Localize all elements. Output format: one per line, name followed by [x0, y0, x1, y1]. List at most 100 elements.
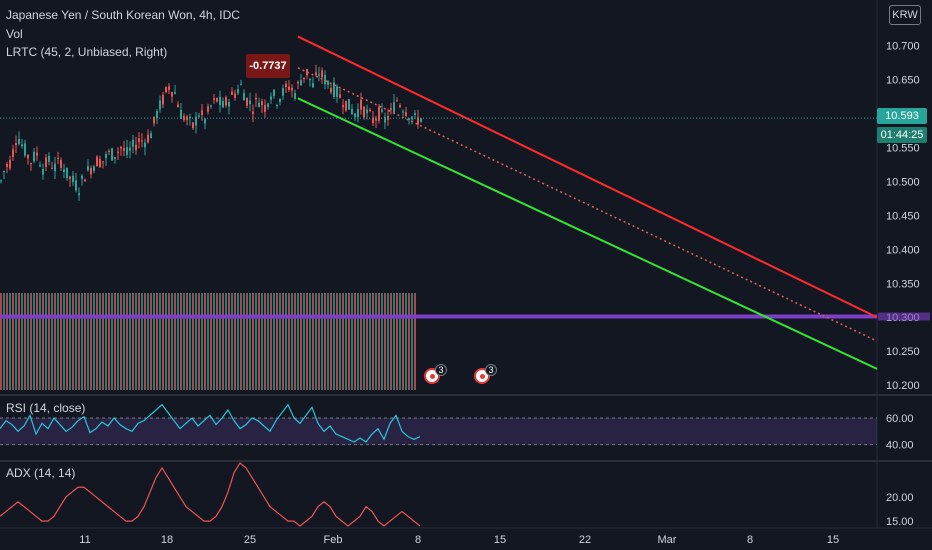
candle-body	[180, 109, 182, 119]
volume-bar	[18, 293, 20, 390]
symbol-legend[interactable]: Japanese Yen / South Korean Won, 4h, IDC	[6, 8, 240, 22]
y-tick-label: 10.250	[886, 346, 920, 358]
volume-bar	[222, 293, 224, 390]
volume-bar	[78, 293, 80, 390]
candle-body	[405, 112, 407, 116]
volume-bar	[165, 293, 167, 390]
volume-bar	[57, 293, 59, 390]
x-tick-label: 25	[244, 534, 256, 546]
volume-bar	[351, 293, 353, 390]
candle-body	[300, 80, 302, 86]
candle-body	[0, 180, 2, 182]
candle-body	[402, 111, 404, 113]
volume-bar	[174, 293, 176, 390]
candle-body	[66, 167, 68, 179]
volume-bar	[108, 293, 110, 390]
rsi-legend[interactable]: RSI (14, close)	[6, 401, 86, 415]
candle-body	[360, 99, 362, 110]
volume-bar	[21, 293, 23, 390]
candle-body	[141, 140, 143, 142]
candle-body	[381, 109, 383, 112]
candle-body	[156, 110, 158, 119]
candle-body	[327, 80, 329, 86]
volume-bar	[45, 293, 47, 390]
candle-body	[45, 157, 47, 167]
candle-body	[192, 122, 194, 129]
volume-bar	[342, 293, 344, 390]
currency-button[interactable]: KRW	[889, 5, 921, 25]
candle-body	[54, 163, 56, 172]
candle-body	[96, 156, 98, 167]
candle-body	[120, 146, 122, 149]
candle-body	[282, 88, 284, 96]
volume-bar	[219, 293, 221, 390]
volume-bar	[129, 293, 131, 390]
candle-body	[219, 96, 221, 105]
candle-body	[93, 166, 95, 171]
volume-bar	[354, 293, 356, 390]
volume-bar	[390, 293, 392, 390]
volume-bar	[270, 293, 272, 390]
candle-body	[255, 97, 257, 100]
candle-body	[147, 134, 149, 143]
volume-bar	[183, 293, 185, 390]
lrtc-legend[interactable]: LRTC (45, 2, Unbiased, Right)	[6, 45, 168, 59]
event-marker-icon[interactable]	[474, 368, 490, 384]
candle-body	[210, 105, 212, 107]
candle-body	[321, 70, 323, 78]
candle-body	[111, 148, 113, 161]
candle-body	[240, 83, 242, 85]
candle-body	[27, 155, 29, 159]
candle-body	[24, 143, 26, 156]
candle-body	[42, 169, 44, 175]
candle-body	[261, 101, 263, 106]
volume-legend[interactable]: Vol	[6, 27, 23, 41]
candle-body	[228, 101, 230, 107]
candle-body	[6, 164, 8, 167]
volume-bar	[123, 293, 125, 390]
candle-body	[276, 105, 278, 107]
candle-body	[87, 166, 89, 171]
candle-body	[243, 93, 245, 101]
adx-legend[interactable]: ADX (14, 14)	[6, 466, 76, 480]
volume-bar	[348, 293, 350, 390]
y-tick-label: 10.400	[886, 244, 920, 256]
volume-bar	[402, 293, 404, 390]
volume-bar	[90, 293, 92, 390]
y-tick-label: 10.500	[886, 176, 920, 188]
candle-body	[135, 144, 137, 151]
volume-bar	[171, 293, 173, 390]
candle-body	[351, 108, 353, 115]
candle-body	[48, 155, 50, 162]
volume-bar	[156, 293, 158, 390]
candle-body	[357, 108, 359, 117]
volume-bar	[42, 293, 44, 390]
candle-body	[171, 92, 173, 97]
volume-bar	[249, 293, 251, 390]
candle-body	[414, 113, 416, 116]
candle-body	[129, 147, 131, 151]
volume-bar	[336, 293, 338, 390]
rsi-y-tick-label: 40.00	[886, 440, 914, 452]
candle-body	[69, 176, 71, 179]
candle-body	[15, 143, 17, 145]
volume-bar	[399, 293, 401, 390]
candle-body	[213, 98, 215, 100]
candle-body	[303, 77, 305, 80]
volume-bar	[228, 293, 230, 390]
candle-body	[345, 100, 347, 111]
candle-body	[354, 113, 356, 118]
volume-bar	[72, 293, 74, 390]
volume-bar	[372, 293, 374, 390]
candle-body	[123, 148, 125, 151]
volume-bar	[240, 293, 242, 390]
volume-bar	[258, 293, 260, 390]
candle-body	[399, 105, 401, 107]
event-count-badge: 3	[485, 364, 497, 376]
volume-bar	[138, 293, 140, 390]
candle-body	[90, 167, 92, 175]
volume-bar	[207, 293, 209, 390]
y-tick-label: 10.550	[886, 142, 920, 154]
candle-body	[162, 94, 164, 105]
